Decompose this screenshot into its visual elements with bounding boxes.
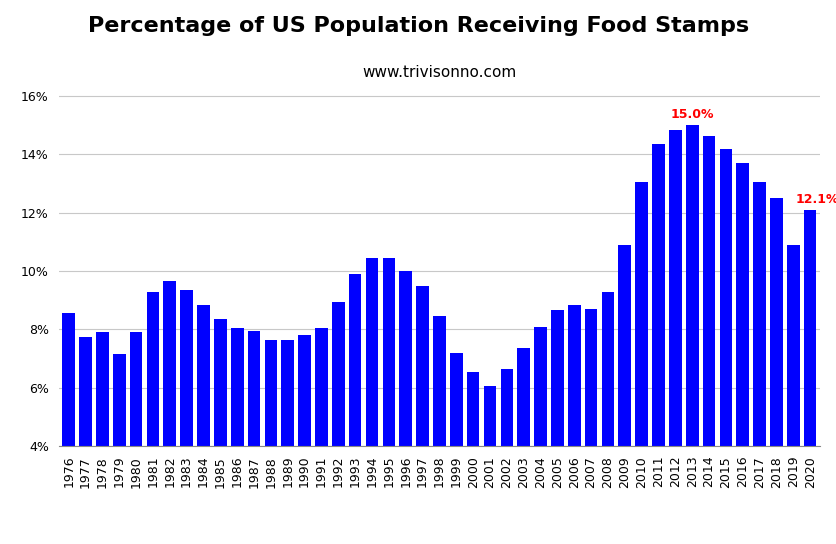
Bar — [298, 335, 310, 544]
Bar — [786, 245, 798, 544]
Bar — [685, 125, 698, 544]
Text: 15.0%: 15.0% — [670, 108, 713, 121]
Bar — [247, 331, 260, 544]
Bar — [601, 292, 614, 544]
Bar — [415, 286, 428, 544]
Bar — [450, 353, 462, 544]
Bar — [752, 182, 765, 544]
Bar — [399, 271, 411, 544]
Bar — [96, 332, 109, 544]
Bar — [483, 386, 496, 544]
Bar — [500, 369, 512, 544]
Bar — [803, 210, 815, 544]
Bar — [63, 313, 75, 544]
Bar — [517, 348, 529, 544]
Bar — [130, 332, 142, 544]
Bar — [163, 281, 176, 544]
Bar — [719, 149, 732, 544]
Bar — [432, 316, 446, 544]
Text: Percentage of US Population Receiving Food Stamps: Percentage of US Population Receiving Fo… — [88, 16, 748, 36]
Bar — [146, 292, 159, 544]
Bar — [568, 305, 580, 544]
Bar — [651, 144, 664, 544]
Bar — [635, 182, 647, 544]
Bar — [264, 339, 277, 544]
Bar — [214, 319, 227, 544]
Bar — [349, 274, 361, 544]
Bar — [736, 163, 748, 544]
Bar — [197, 305, 210, 544]
Bar — [315, 328, 328, 544]
Bar — [584, 309, 597, 544]
Bar — [180, 290, 193, 544]
Bar — [769, 198, 782, 544]
Bar — [113, 354, 125, 544]
Bar — [466, 372, 479, 544]
Text: 12.1%: 12.1% — [794, 193, 836, 206]
Bar — [332, 302, 344, 544]
Bar — [668, 129, 681, 544]
Bar — [231, 328, 243, 544]
Title: www.trivisonno.com: www.trivisonno.com — [362, 65, 516, 81]
Bar — [281, 339, 293, 544]
Bar — [702, 135, 715, 544]
Bar — [533, 326, 546, 544]
Bar — [365, 258, 378, 544]
Bar — [618, 245, 630, 544]
Bar — [382, 258, 395, 544]
Bar — [550, 311, 563, 544]
Bar — [79, 337, 92, 544]
